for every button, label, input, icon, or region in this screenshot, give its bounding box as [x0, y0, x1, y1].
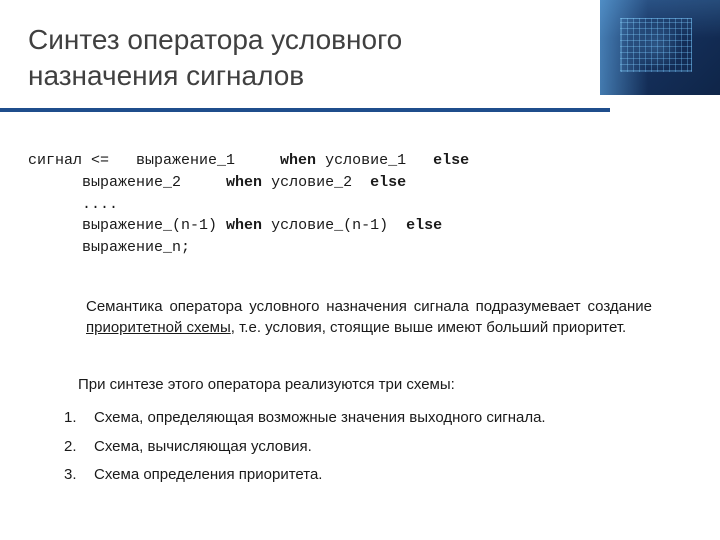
list-number: 1. — [64, 404, 77, 433]
list-item: 2. Схема, вычисляющая условия. — [64, 433, 546, 462]
code-line-2: выражение_2 when условие_2 else — [28, 174, 406, 191]
semantics-paragraph: Семантика оператора условного назначения… — [86, 296, 652, 339]
list-item: 1. Схема, определяющая возможные значения… — [64, 404, 546, 433]
list-text: Схема, определяющая возможные значения в… — [94, 409, 546, 426]
corner-decoration — [600, 0, 720, 95]
code-line-5: выражение_n; — [28, 239, 190, 256]
underlined-term: приоритетной схемы — [86, 319, 231, 336]
synthesis-intro: При синтезе этого оператора реализуются … — [78, 376, 455, 393]
title-underline — [0, 108, 610, 112]
list-text: Схема, вычисляющая условия. — [94, 438, 312, 455]
slide-title: Синтез оператора условного назначения си… — [28, 22, 548, 94]
list-text: Схема определения приоритета. — [94, 466, 322, 483]
scheme-list: 1. Схема, определяющая возможные значения… — [64, 404, 546, 490]
code-line-4: выражение_(n-1) when условие_(n-1) else — [28, 217, 442, 234]
list-item: 3. Схема определения приоритета. — [64, 461, 546, 490]
code-block: сигнал <= выражение_1 when условие_1 els… — [28, 150, 469, 259]
code-line-1: сигнал <= выражение_1 when условие_1 els… — [28, 152, 469, 169]
code-line-3: .... — [28, 196, 118, 213]
list-number: 2. — [64, 433, 77, 462]
list-number: 3. — [64, 461, 77, 490]
